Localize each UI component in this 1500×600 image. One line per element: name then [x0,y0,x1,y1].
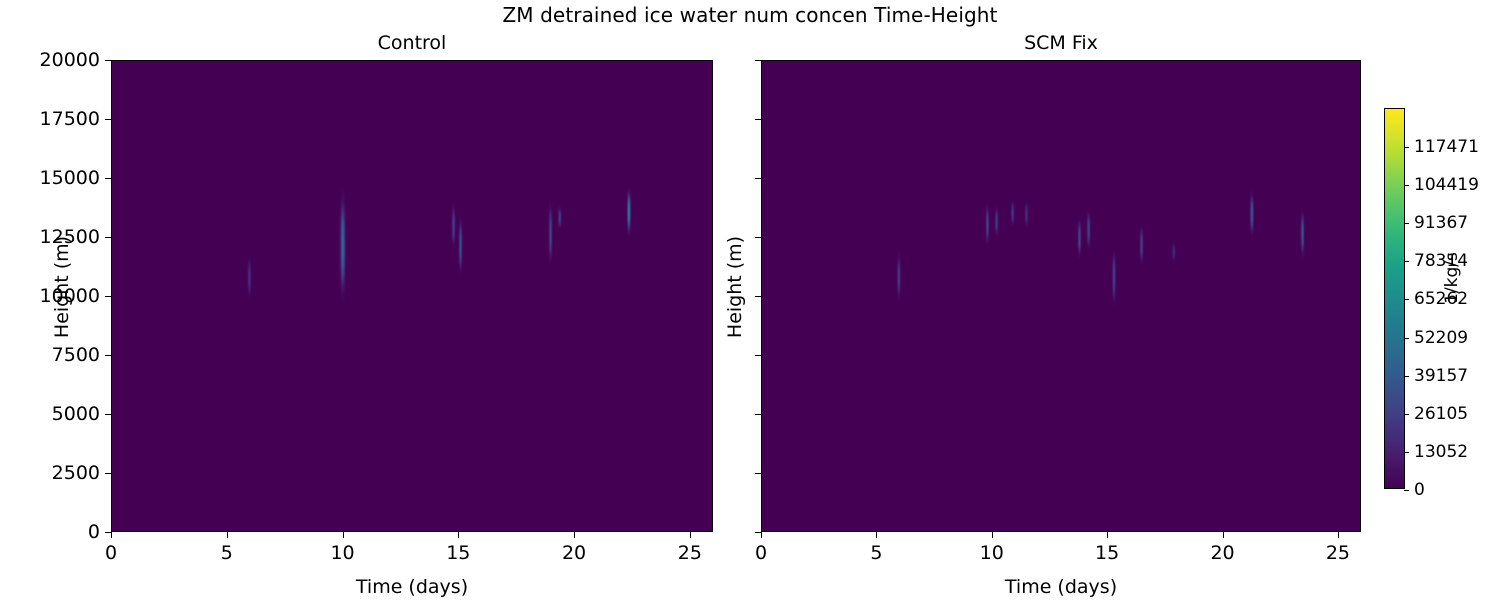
y-tick-label: 10000 [39,285,100,307]
x-tick-mark [1107,532,1109,538]
x-axis-label-control: Time (days) [355,576,469,598]
y-tick-mark [755,119,761,120]
x-tick-mark [226,532,228,538]
x-tick-label: 20 [1210,542,1235,564]
y-tick-mark [755,60,761,61]
y-tick-mark [755,355,761,356]
y-tick-label: 7500 [51,344,100,366]
x-tick-mark [342,532,344,538]
subplot-control: Control 0 2500 5000 7500 10000 12500 15000 1750… [40,32,713,598]
colorbar-tick [1404,223,1409,225]
colorbar: 0 13052 26105 39157 52209 65262 78314 91367 1044… [1384,108,1479,500]
colorbar-tick-label: 78314 [1414,251,1469,272]
subplot-title-control: Control [377,32,447,54]
colorbar-tick-label: 65262 [1414,289,1469,310]
x-tick-label: 15 [1095,542,1120,564]
colorbar-tick [1404,261,1409,263]
y-tick-mark [105,532,111,533]
colorbar-tick-label: 13052 [1414,441,1469,462]
colorbar-tick [1404,490,1409,491]
x-tick-label: 10 [979,542,1004,564]
y-tick-label: 12500 [39,226,100,248]
heatmap-scm-fix [762,61,1360,531]
x-tick-label: 20 [561,542,587,564]
colorbar-tick-label: 39157 [1414,365,1469,386]
axes-scm-fix[interactable] [761,60,1361,532]
y-axis-label-control: Height (m) [51,235,73,339]
x-tick-label: 5 [220,542,233,564]
axes-control[interactable] [111,60,713,532]
x-tick-mark [111,532,112,538]
x-tick-label: 25 [1325,542,1351,564]
subplot-title-scm-fix: SCM Fix [1024,32,1098,54]
x-tick-label: 25 [677,542,702,564]
x-tick-label: 15 [446,542,471,564]
x-tick-label: 5 [870,542,883,564]
x-tick-mark [761,532,762,538]
figure-suptitle: ZM detrained ice water num concen Time-H… [502,3,998,27]
x-tick-label: 0 [104,542,118,564]
x-tick-label: 10 [330,542,355,564]
y-tick-mark [105,296,111,297]
colorbar-tick-label: 26105 [1414,403,1469,424]
y-axis-label-scm-fix: Height (m) [724,235,746,339]
y-tick-label: 5000 [51,403,100,425]
colorbar-tick [1404,375,1409,377]
y-tick-label: 15000 [39,167,100,189]
x-tick-mark [689,532,691,538]
heatmap-control [112,61,712,531]
y-tick-mark [755,414,761,415]
subplot-scm-fix: SCM Fix 0 5 10 15 20 25 Height (m) Time (days… [724,32,1361,598]
y-tick-mark [105,60,111,61]
colorbar-gradient [1385,109,1404,488]
y-tick-mark [105,237,111,238]
colorbar-tick-label: 91367 [1414,213,1469,234]
x-tick-label: 0 [754,542,768,564]
y-tick-mark [105,355,111,356]
colorbar-tick [1404,147,1409,149]
y-tick-label: 2500 [51,462,100,484]
x-tick-mark [574,532,576,538]
colorbar-tick-label: 0 [1414,480,1425,500]
y-tick-mark [755,532,761,533]
y-tick-mark [755,473,761,474]
colorbar-tick-label: 104419 [1414,175,1479,196]
y-tick-mark [105,414,111,415]
y-tick-label: 17500 [39,108,100,130]
colorbar-label: 1/kg/s [1442,252,1462,304]
colorbar-tick-label: 52209 [1414,327,1469,348]
y-tick-mark [755,237,761,238]
colorbar-tick [1404,451,1409,453]
y-tick-label: 20000 [39,49,100,71]
x-axis-label-scm-fix: Time (days) [1004,576,1118,598]
y-tick-mark [755,296,761,297]
colorbar-tick-label: 117471 [1414,137,1479,158]
x-tick-mark [1222,532,1224,538]
colorbar-tick [1404,413,1409,415]
x-tick-mark [991,532,993,538]
y-tick-mark [755,178,761,179]
x-tick-mark [1337,532,1339,538]
y-tick-mark [105,119,111,120]
x-tick-mark [458,532,460,538]
x-tick-mark [876,532,878,538]
colorbar-tick [1404,337,1409,339]
y-tick-mark [105,178,111,179]
y-tick-mark [105,473,111,474]
y-tick-label: 0 [87,521,100,543]
colorbar-tick [1404,299,1409,301]
colorbar-tick [1404,185,1409,187]
